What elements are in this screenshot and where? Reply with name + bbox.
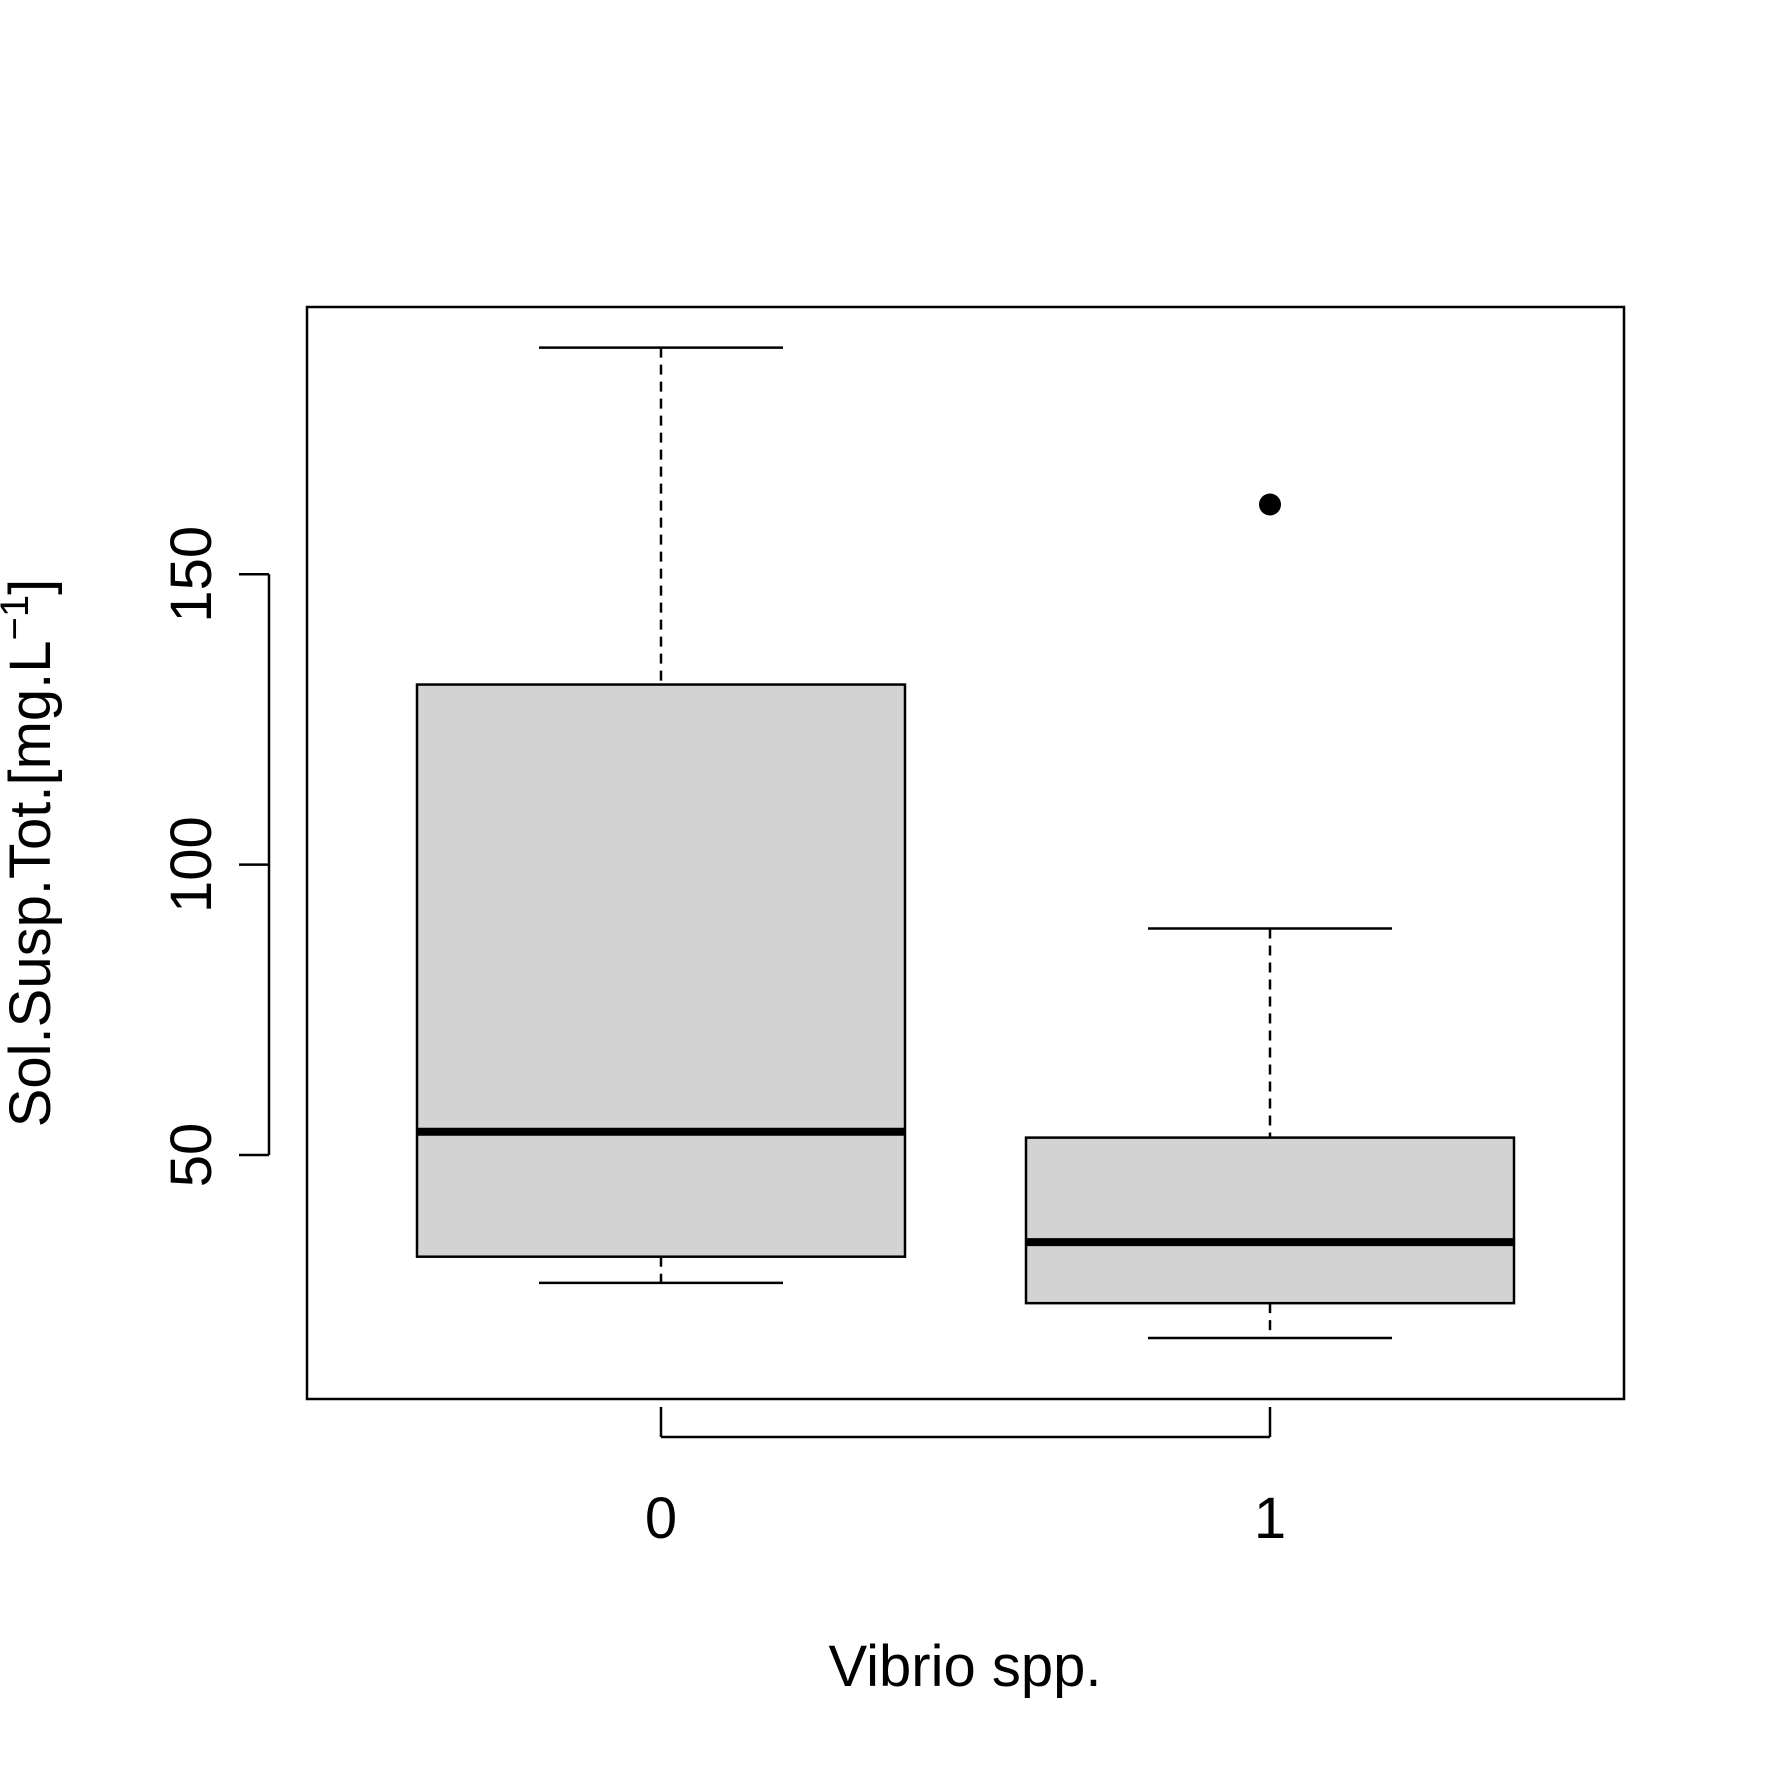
y-axis-label-end: ]	[0, 579, 63, 595]
y-axis-label: Sol.Susp.Tot.[mg.L−1]	[0, 579, 63, 1128]
x-axis-label: Vibrio spp.	[829, 1634, 1102, 1699]
box-group-1	[1024, 493, 1516, 1340]
y-axis: 50 100 150	[159, 526, 271, 1188]
y-tick-label-50: 50	[159, 1123, 224, 1188]
x-tick-label-1: 1	[1254, 1486, 1286, 1551]
y-tick-label-100: 100	[159, 816, 224, 913]
outlier-point-1-0	[1259, 493, 1281, 516]
plot-frame	[305, 305, 1626, 1401]
box-group-0	[415, 346, 907, 1285]
y-axis-label-main: Sol.Susp.Tot.[mg.L	[0, 640, 63, 1127]
y-tick-label-150: 150	[159, 526, 224, 623]
box-iqr-1	[1024, 1136, 1516, 1305]
y-axis-label-superscript: −1	[0, 595, 37, 641]
x-tick-label-0: 0	[645, 1486, 677, 1551]
box-iqr-0	[415, 683, 907, 1258]
boxes	[415, 346, 1516, 1340]
